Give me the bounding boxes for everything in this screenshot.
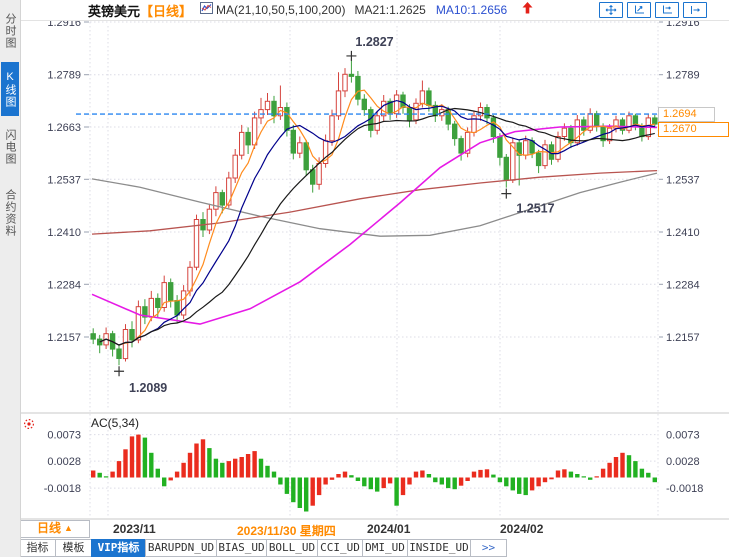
price-annotation-label: 1.2827: [355, 35, 393, 49]
toolbar-item-vip-indicators[interactable]: VIP指标: [91, 539, 146, 557]
sidebar-tab-lightning[interactable]: 闪电图: [4, 129, 16, 165]
toolbar-item-dmi[interactable]: DMI_UD: [362, 539, 408, 557]
price-tag-upper: 1.2694: [658, 107, 715, 122]
time-axis-label: 2024/01: [367, 522, 411, 536]
axis-tick-label: 0.0073: [666, 430, 700, 442]
toolbar-item-boll[interactable]: BOLL_UD: [266, 539, 318, 557]
chart-tools: [599, 2, 707, 18]
price-annotations: 1.2827 1.2089 1.2517: [114, 35, 555, 395]
indicator-toolbar: 指标 模板 VIP指标 BARUPDN_UD BIAS_UD BOLL_UD C…: [19, 539, 729, 557]
symbol-name: 英镑美元: [88, 3, 141, 19]
axis-tick-label: 1.2537: [666, 174, 700, 186]
chart-header: 英镑美元 【日线】 MA(21,10,50,5,100,200) MA21:1.…: [20, 0, 729, 21]
axis-tick-label: 1.2157: [666, 332, 700, 344]
period-selector[interactable]: 日线 ▲: [20, 520, 90, 538]
indicator-settings-icon[interactable]: [23, 417, 35, 435]
ma-line-ma10: [99, 99, 655, 346]
indicator-title: AC(5,34): [91, 416, 140, 430]
period-tag: 【日线】: [140, 3, 193, 19]
ma-line-ma100: [91, 172, 658, 237]
plus-marker-icon: [501, 188, 512, 199]
time-axis-label: 2023/11: [113, 522, 156, 536]
line-chart-icon: [200, 1, 214, 19]
axis-tick-label: 0.0028: [47, 456, 81, 468]
axis-tick-label: 1.2537: [47, 174, 81, 186]
sidebar-tab-timeshare[interactable]: 分时图: [4, 13, 16, 49]
toolbar-item-inside[interactable]: INSIDE_UD: [407, 539, 471, 557]
ma-line-ma50: [91, 125, 658, 325]
toolbar-item-indicators[interactable]: 指标: [19, 539, 56, 557]
sidebar-tab-contract-info[interactable]: 合约资料: [4, 189, 16, 237]
axis-tick-label: 1.2410: [666, 227, 700, 239]
axis-tick-label: -0.0018: [666, 483, 703, 495]
ma21-value: MA21:1.2625: [354, 3, 426, 17]
axis-tick-label: 1.2789: [666, 70, 700, 82]
ma-line-ma200: [91, 169, 658, 235]
ma10-value: MA10:1.2656: [435, 3, 508, 17]
axis-tick-label: 1.2410: [47, 227, 81, 239]
toolbar-item-barupdn[interactable]: BARUPDN_UD: [145, 539, 217, 557]
axis-tick-label: 1.2789: [47, 70, 81, 82]
price-annotation-label: 1.2089: [129, 381, 167, 395]
triangle-up-icon: ▲: [64, 523, 73, 533]
axis-tick-label: 1.2157: [47, 332, 81, 344]
ac-histogram-layer: [91, 434, 657, 512]
pan-tool-icon[interactable]: [599, 2, 623, 18]
time-axis-label: 2024/02: [500, 522, 544, 536]
axis-tick-label: 1.2284: [47, 279, 81, 291]
axis-tick-label: -0.0018: [44, 483, 81, 495]
axis-tick-label: 0.0028: [666, 456, 700, 468]
time-axis-selected-date: 2023/11/30 星期四: [237, 524, 336, 538]
grid-layer: 1.29161.29161.27891.27891.26631.26631.25…: [20, 17, 729, 520]
plus-marker-icon: [114, 366, 125, 377]
candles-layer: [90, 58, 658, 366]
plus-marker-icon: [346, 50, 357, 61]
axis-tick-label: 1.2663: [47, 122, 81, 134]
ma-legend: MA(21,10,50,5,100,200): [216, 3, 346, 17]
shift-right-icon[interactable]: [683, 2, 707, 18]
axis-tick-label: 0.0073: [47, 430, 81, 442]
price-annotation-label: 1.2517: [516, 202, 554, 216]
zoom-y-axis-icon[interactable]: [627, 2, 651, 18]
toolbar-item-cci[interactable]: CCI_UD: [317, 539, 363, 557]
sidebar-tab-candlestick[interactable]: K线图: [1, 62, 19, 116]
slow-ma-lines: [91, 89, 658, 346]
ma-line-ma21: [99, 107, 655, 346]
zoom-x-axis-icon[interactable]: [655, 2, 679, 18]
toolbar-item-bias[interactable]: BIAS_UD: [216, 539, 267, 557]
toolbar-item-templates[interactable]: 模板: [55, 539, 92, 557]
price-tag-lower: 1.2670: [658, 122, 729, 137]
period-selector-label: 日线: [37, 521, 62, 535]
ma-line-ma5: [99, 89, 655, 346]
red-up-arrow-icon: [521, 1, 534, 20]
toolbar-more-button[interactable]: >>: [470, 539, 507, 557]
axis-tick-label: 1.2284: [666, 279, 700, 291]
left-sidebar: 分时图 K线图 闪电图 合约资料: [0, 0, 21, 557]
time-axis-row: 日线 ▲ 2023/11 2023/11/30 星期四 2024/01 2024/…: [20, 520, 729, 538]
